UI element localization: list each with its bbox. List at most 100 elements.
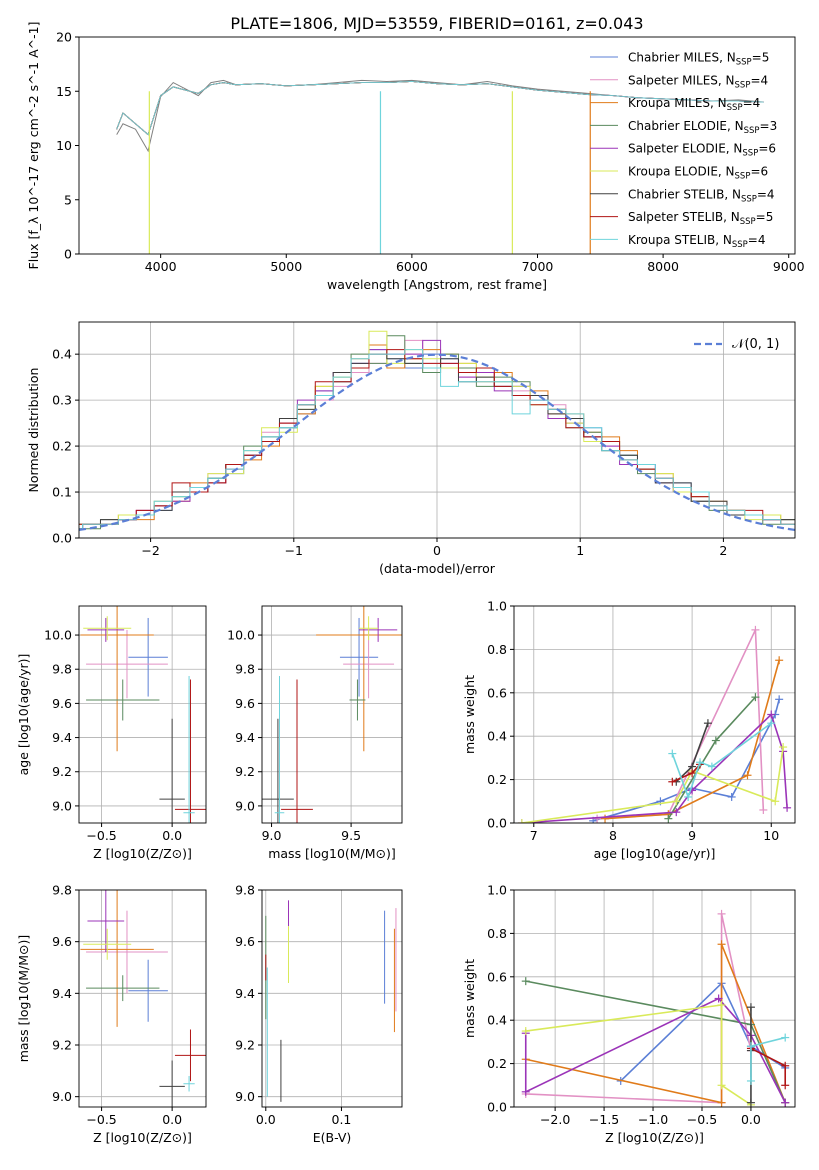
mass-weight-line xyxy=(521,746,784,823)
legend-label: Salpeter MILES, N xyxy=(628,73,735,87)
y-tick-label: 0.1 xyxy=(52,485,72,500)
spectrum-line-data xyxy=(116,79,764,153)
x-tick-label: 9.0 xyxy=(262,828,282,843)
x-tick-label: −1 xyxy=(285,543,303,558)
y-tick-label: 0.2 xyxy=(487,772,507,787)
x-tick-label: 1 xyxy=(576,543,584,558)
y-tick-label: 0.4 xyxy=(487,729,507,744)
axes-frame xyxy=(78,605,207,824)
legend-label: Kroupa MILES, N xyxy=(628,96,727,110)
y-tick-label: 1.0 xyxy=(487,883,507,898)
y-tick-label: 1.0 xyxy=(487,599,507,614)
y-tick-label: 9.2 xyxy=(235,764,255,779)
x-tick-label: −0.5 xyxy=(86,828,116,843)
y-axis-label: mass weight xyxy=(462,959,477,1038)
legend-sub: SSP xyxy=(742,149,758,159)
y-axis-label: mass weight xyxy=(462,675,477,754)
legend-suffix: =4 xyxy=(743,96,761,110)
x-tick-label: 0.0 xyxy=(162,828,182,843)
x-axis-label: wavelength [Angstrom, rest frame] xyxy=(327,277,547,292)
y-tick-label: 9.2 xyxy=(52,1038,72,1053)
legend-label: Kroupa STELIB, N xyxy=(628,233,732,247)
y-tick-label: 9.2 xyxy=(235,1038,255,1053)
legend-suffix: =3 xyxy=(760,119,778,133)
mass-weight-line xyxy=(667,696,757,820)
age-vs-mass-panel: 9.0 9.5 9.0 9.2 9.4 9.6 9.8 10.0 mass [log10(M/M… xyxy=(227,605,403,861)
y-tick-label: 9.8 xyxy=(52,883,72,898)
y-tick-label: 0.0 xyxy=(487,1100,507,1115)
legend-sub: SSP xyxy=(741,194,757,204)
y-tick-label: 0.6 xyxy=(487,969,507,984)
x-tick-label: −0.5 xyxy=(86,1112,116,1127)
legend-suffix: =5 xyxy=(756,210,774,224)
plot-area xyxy=(80,606,206,823)
x-axis-label: (data-model)/error xyxy=(379,561,496,576)
plot-area xyxy=(265,900,397,1102)
axes-frame xyxy=(261,889,403,1108)
x-tick-label: 9.5 xyxy=(341,828,361,843)
y-tick-label: 0.8 xyxy=(487,642,507,657)
x-tick-label: −0.5 xyxy=(687,1112,717,1127)
mass-weight-line xyxy=(750,1047,787,1086)
y-tick-label: 10 xyxy=(56,138,72,153)
x-tick-label: 0.0 xyxy=(256,1112,276,1127)
y-tick-label: 9.6 xyxy=(235,934,255,949)
legend-sub: SSP xyxy=(732,240,748,250)
axes-frame xyxy=(513,605,796,824)
legend-entry: Chabrier STELIB, NSSP=4 xyxy=(628,187,775,204)
plot-area xyxy=(517,625,792,823)
y-axis-label: mass [log10(M/M⊙)] xyxy=(16,935,31,1063)
plot-area xyxy=(262,606,402,823)
x-axis-label: Z [log10(Z/Z⊙)] xyxy=(93,1130,192,1145)
y-tick-label: 9.4 xyxy=(52,986,72,1001)
y-tick-label: 0.4 xyxy=(52,347,72,362)
x-tick-label: 7 xyxy=(530,828,538,843)
y-axis-label: age [log10(age/yr)] xyxy=(16,654,31,776)
age-vs-metallicity-panel: −0.5 0.0 9.0 9.2 9.4 9.6 9.8 10.0 Z [log10(Z/Z⊙)… xyxy=(16,605,207,861)
x-tick-label: 9 xyxy=(688,828,696,843)
y-tick-label: 9.6 xyxy=(52,696,72,711)
y-tick-label: 0.0 xyxy=(52,531,72,546)
y-tick-label: 10.0 xyxy=(44,628,72,643)
y-axis-label: Flux [f_λ 10^-17 erg cm^-2 s^-1 A^-1] xyxy=(26,22,41,270)
x-axis-label: Z [log10(Z/Z⊙)] xyxy=(93,846,192,861)
x-tick-label: 10 xyxy=(763,828,779,843)
histogram-step-line xyxy=(79,349,795,530)
y-tick-label: 9.2 xyxy=(52,764,72,779)
legend-sub: SSP xyxy=(736,58,752,68)
y-tick-label: 0.4 xyxy=(487,1013,507,1028)
x-tick-label: 9000 xyxy=(773,259,805,274)
x-tick-label: 6000 xyxy=(396,259,428,274)
x-axis-label: age [log10(age/yr)] xyxy=(594,846,716,861)
y-tick-label: 9.8 xyxy=(235,662,255,677)
y-tick-label: 0 xyxy=(64,247,72,262)
axes-frame xyxy=(261,605,403,824)
y-tick-label: 9.6 xyxy=(235,696,255,711)
plot-area xyxy=(521,909,790,1107)
plot-area xyxy=(80,890,206,1107)
legend-entry: Salpeter MILES, NSSP=4 xyxy=(628,73,768,90)
mass-weight-line xyxy=(525,913,752,1104)
x-tick-label: −1.5 xyxy=(589,1112,619,1127)
y-tick-label: 9.8 xyxy=(235,883,255,898)
y-tick-label: 0.8 xyxy=(487,926,507,941)
mass-weight-line xyxy=(525,1004,752,1106)
mass-weight-vs-age-panel: 7 8 9 10 0.0 0.2 0.4 0.6 0.8 1.0 age [log10(age/yr… xyxy=(462,599,796,861)
spectrum-line-kroupa-stelib xyxy=(116,81,764,136)
x-tick-label: −1.0 xyxy=(638,1112,668,1127)
y-tick-label: 9.4 xyxy=(235,986,255,1001)
figure-title: PLATE=1806, MJD=53559, FIBERID=0161, z=0… xyxy=(230,14,643,33)
legend-sub: SSP xyxy=(744,126,760,136)
y-tick-label: 9.0 xyxy=(52,798,72,813)
legend-entry: Kroupa ELODIE, NSSP=6 xyxy=(628,165,768,182)
legend-entry: 𝒩(0, 1) xyxy=(732,337,779,352)
y-tick-label: 9.4 xyxy=(52,730,72,745)
axes-frame xyxy=(513,889,796,1108)
legend-sub: SSP xyxy=(740,217,756,227)
legend-entry: Chabrier ELODIE, NSSP=3 xyxy=(628,119,777,136)
normal-distribution-curve xyxy=(79,353,795,532)
mass-weight-line xyxy=(525,980,786,1103)
mass-vs-metallicity-panel: −0.5 0.0 9.0 9.2 9.4 9.6 9.8 Z [log10(Z/Z⊙)] mas… xyxy=(16,883,207,1145)
x-tick-label: −2 xyxy=(141,543,159,558)
x-tick-label: 5000 xyxy=(270,259,302,274)
